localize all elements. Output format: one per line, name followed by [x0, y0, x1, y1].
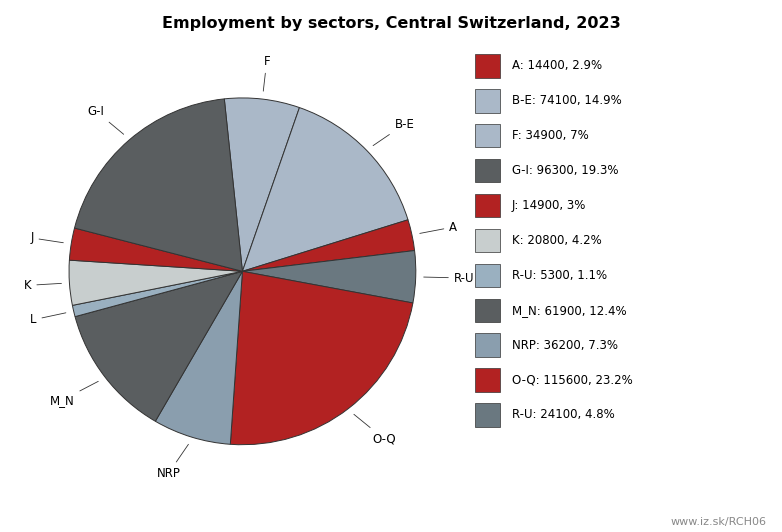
- Text: Employment by sectors, Central Switzerland, 2023: Employment by sectors, Central Switzerla…: [162, 16, 620, 31]
- Text: G-I: G-I: [88, 105, 124, 134]
- Text: www.iz.sk/RCH06: www.iz.sk/RCH06: [670, 517, 766, 527]
- FancyBboxPatch shape: [475, 89, 500, 113]
- FancyBboxPatch shape: [475, 264, 500, 287]
- Text: R-U: 24100, 4.8%: R-U: 24100, 4.8%: [512, 409, 615, 421]
- Text: G-I: 96300, 19.3%: G-I: 96300, 19.3%: [512, 164, 619, 177]
- FancyBboxPatch shape: [475, 124, 500, 147]
- FancyBboxPatch shape: [475, 194, 500, 217]
- Wedge shape: [156, 271, 242, 444]
- Wedge shape: [74, 99, 242, 271]
- Text: B-E: B-E: [373, 118, 414, 146]
- Wedge shape: [224, 98, 300, 271]
- Text: K: K: [23, 279, 62, 292]
- FancyBboxPatch shape: [475, 298, 500, 322]
- Text: J: 14900, 3%: J: 14900, 3%: [512, 199, 586, 212]
- Wedge shape: [242, 107, 408, 271]
- Text: NRP: 36200, 7.3%: NRP: 36200, 7.3%: [512, 339, 618, 352]
- Wedge shape: [242, 251, 416, 303]
- Wedge shape: [73, 271, 242, 317]
- FancyBboxPatch shape: [475, 368, 500, 392]
- Text: F: F: [264, 55, 270, 91]
- Text: R-U: R-U: [424, 271, 475, 285]
- FancyBboxPatch shape: [475, 159, 500, 182]
- FancyBboxPatch shape: [475, 229, 500, 252]
- Wedge shape: [75, 271, 242, 421]
- Wedge shape: [242, 220, 414, 271]
- Text: A: 14400, 2.9%: A: 14400, 2.9%: [512, 60, 602, 72]
- Text: M_N: M_N: [50, 381, 99, 406]
- FancyBboxPatch shape: [475, 54, 500, 78]
- Text: NRP: NRP: [156, 444, 188, 480]
- FancyBboxPatch shape: [475, 334, 500, 357]
- Text: L: L: [30, 313, 66, 326]
- Text: J: J: [30, 231, 63, 244]
- Wedge shape: [69, 260, 242, 305]
- Text: O-Q: O-Q: [354, 414, 396, 445]
- Text: B-E: 74100, 14.9%: B-E: 74100, 14.9%: [512, 94, 622, 107]
- Wedge shape: [231, 271, 413, 445]
- Wedge shape: [70, 228, 242, 271]
- Text: O-Q: 115600, 23.2%: O-Q: 115600, 23.2%: [512, 373, 633, 387]
- Text: F: 34900, 7%: F: 34900, 7%: [512, 129, 589, 142]
- Text: A: A: [420, 221, 457, 234]
- FancyBboxPatch shape: [475, 403, 500, 427]
- Text: R-U: 5300, 1.1%: R-U: 5300, 1.1%: [512, 269, 607, 282]
- Text: M_N: 61900, 12.4%: M_N: 61900, 12.4%: [512, 304, 626, 317]
- Text: K: 20800, 4.2%: K: 20800, 4.2%: [512, 234, 602, 247]
